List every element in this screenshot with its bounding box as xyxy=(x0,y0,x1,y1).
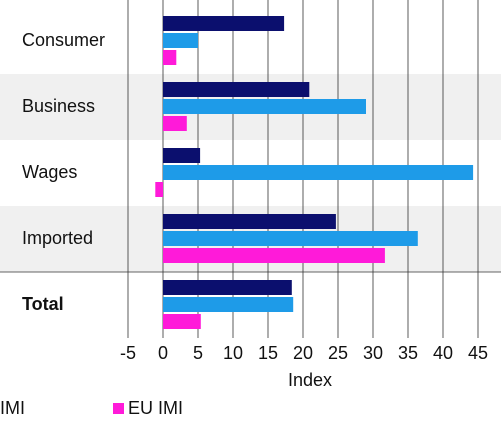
y-tick-label: Consumer xyxy=(22,30,105,50)
x-tick-label: -5 xyxy=(120,343,136,363)
y-tick-label: Imported xyxy=(22,228,93,248)
bar xyxy=(163,231,418,246)
x-tick-label: 20 xyxy=(293,343,313,363)
x-tick-label: 35 xyxy=(398,343,418,363)
y-tick-label: Total xyxy=(22,294,64,314)
x-axis-label: Index xyxy=(288,370,332,390)
y-tick-label: Business xyxy=(22,96,95,116)
bar xyxy=(163,214,336,229)
x-tick-label: 5 xyxy=(193,343,203,363)
legend-label: IMI xyxy=(0,398,25,418)
x-tick-label: 45 xyxy=(468,343,488,363)
bar xyxy=(163,248,385,263)
bar xyxy=(163,314,201,329)
bar xyxy=(163,165,474,180)
bar xyxy=(163,82,310,97)
bar xyxy=(163,280,292,295)
legend-swatch xyxy=(113,403,124,414)
x-tick-label: 0 xyxy=(158,343,168,363)
x-tick-label: 40 xyxy=(433,343,453,363)
bar xyxy=(163,148,201,163)
bar xyxy=(155,182,163,197)
bar xyxy=(163,16,285,31)
bar xyxy=(163,297,294,312)
bar xyxy=(163,33,198,48)
bar xyxy=(163,50,177,65)
x-tick-label: 15 xyxy=(258,343,278,363)
bar xyxy=(163,99,366,114)
x-tick-label: 10 xyxy=(223,343,243,363)
legend-label: EU IMI xyxy=(128,398,183,418)
bar xyxy=(163,116,187,131)
y-tick-label: Wages xyxy=(22,162,77,182)
x-tick-label: 30 xyxy=(363,343,383,363)
x-tick-label: 25 xyxy=(328,343,348,363)
